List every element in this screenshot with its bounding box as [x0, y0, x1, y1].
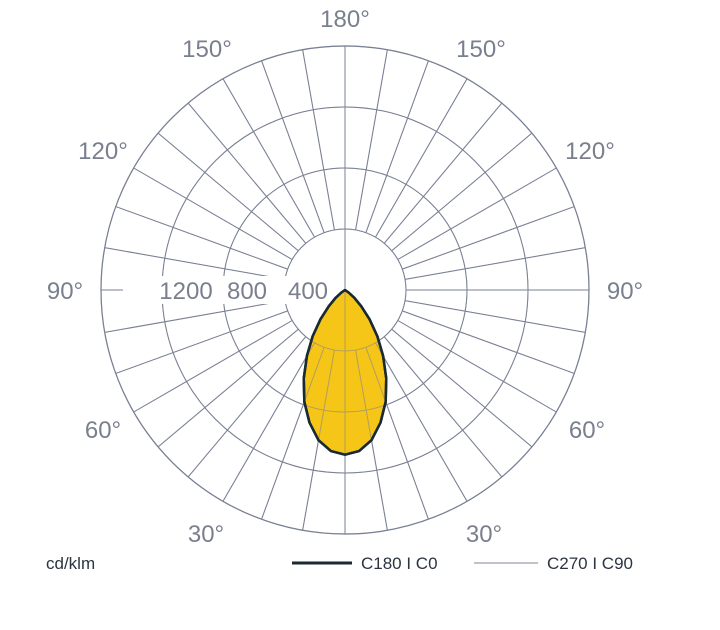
grid-spoke-30-overlay	[375, 342, 468, 502]
grid-spoke-50-overlay	[391, 328, 533, 448]
angle-label-60-right: 60°	[569, 417, 605, 444]
grid-spoke-170-overlay	[355, 49, 388, 231]
grid-spoke-210-overlay	[222, 78, 315, 238]
grid-spoke-40-overlay	[383, 336, 503, 478]
grid-spoke-60-overlay	[397, 320, 557, 413]
grid-spoke-80-overlay	[404, 300, 586, 333]
radial-tick-label-1200: 1200	[159, 278, 212, 305]
grid-spoke-240-overlay	[133, 167, 293, 260]
angle-label-30-right: 30°	[466, 521, 502, 548]
angle-label-150-left: 150°	[182, 36, 232, 63]
angle-label-30-left: 30°	[188, 521, 224, 548]
grid-spoke-290-overlay	[115, 310, 288, 374]
grid-spoke-260-overlay	[104, 247, 286, 280]
axis-labels: 180° 150° 150° 120° 120° 90° 90° 60° 60°…	[47, 6, 643, 548]
grid-spoke-130-overlay	[391, 132, 533, 252]
radial-tick-labels: 400 800 1200	[123, 276, 328, 305]
grid-spoke-250-overlay	[115, 206, 288, 270]
angle-label-150-right: 150°	[456, 36, 506, 63]
grid-spoke-70-overlay	[402, 310, 575, 374]
grid-spoke-220-overlay	[187, 102, 307, 244]
grid-spoke-230-overlay	[157, 132, 299, 252]
grid-spoke-20-overlay	[365, 347, 429, 520]
grid-spoke-310-overlay	[157, 328, 299, 448]
angle-label-90-left: 90°	[47, 278, 83, 305]
grid-spoke-100-overlay	[404, 247, 586, 280]
polar-grid-overlay	[100, 45, 590, 535]
unit-label: cd/klm	[46, 554, 95, 573]
grid-spoke-120-overlay	[397, 167, 557, 260]
intensity-curves	[100, 45, 590, 535]
angle-label-120-right: 120°	[565, 138, 615, 165]
grid-spoke-160-overlay	[365, 60, 429, 233]
grid-spoke-200-overlay	[261, 60, 325, 233]
legend-label-c180-c0: C180 I C0	[361, 554, 438, 573]
grid-spoke-300-overlay	[133, 320, 293, 413]
radial-tick-label-800: 800	[227, 278, 267, 305]
angle-label-90-right: 90°	[607, 278, 643, 305]
radial-label-backdrop	[123, 276, 327, 304]
grid-spoke-320-overlay	[187, 336, 307, 478]
legend: cd/klm C180 I C0 C270 I C90	[46, 554, 633, 573]
grid-spoke-110-overlay	[402, 206, 575, 270]
angle-label-60-left: 60°	[85, 417, 121, 444]
legend-label-c270-c90: C270 I C90	[547, 554, 633, 573]
grid-spoke-340-overlay	[261, 347, 325, 520]
grid-spoke-330-overlay	[222, 342, 315, 502]
grid-spoke-150-overlay	[375, 78, 468, 238]
grid-spoke-140-overlay	[383, 102, 503, 244]
grid-spoke-280-overlay	[104, 300, 286, 333]
series-curve-0-outline	[302, 288, 388, 456]
angle-label-120-left: 120°	[78, 138, 128, 165]
radial-tick-label-400: 400	[288, 278, 328, 305]
grid-spoke-190-overlay	[302, 49, 335, 231]
angle-label-180: 180°	[320, 6, 370, 33]
